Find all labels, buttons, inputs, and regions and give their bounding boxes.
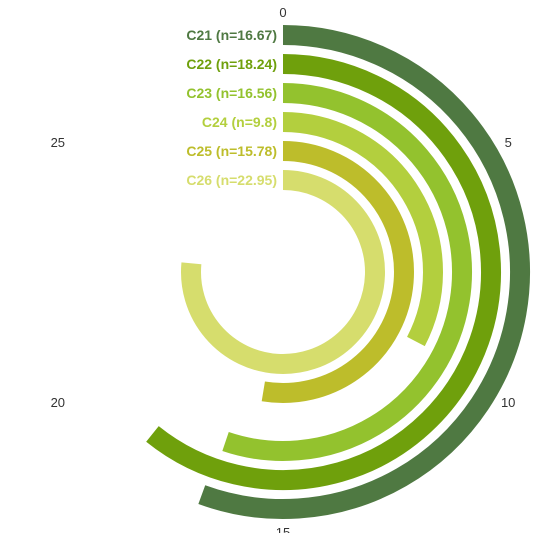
axis-ticks: 0 5 10 15 20 25 (51, 5, 516, 533)
bar-c25 (261, 141, 414, 403)
tick-label-2: 10 (501, 395, 515, 410)
series-label-c25: C25 (n=15.78) (186, 143, 277, 159)
series-label-c26: C26 (n=22.95) (186, 172, 277, 188)
tick-label-0: 0 (279, 5, 286, 20)
series-label-c22: C22 (n=18.24) (186, 56, 277, 72)
tick-label-3: 15 (276, 525, 290, 533)
bar-c21 (198, 25, 530, 519)
series-labels: C21 (n=16.67) C22 (n=18.24) C23 (n=16.56) C… (186, 27, 277, 188)
bar-c22 (146, 54, 501, 490)
bar-c24 (282, 112, 443, 347)
series-label-c24: C24 (n=9.8) (202, 114, 277, 130)
radial-bars (146, 25, 530, 519)
series-label-c23: C23 (n=16.56) (186, 85, 277, 101)
bar-c26 (181, 170, 385, 374)
tick-label-4: 20 (51, 395, 65, 410)
tick-label-5: 25 (51, 135, 65, 150)
tick-label-1: 5 (505, 135, 512, 150)
bar-c23 (222, 83, 472, 461)
series-label-c21: C21 (n=16.67) (186, 27, 277, 43)
